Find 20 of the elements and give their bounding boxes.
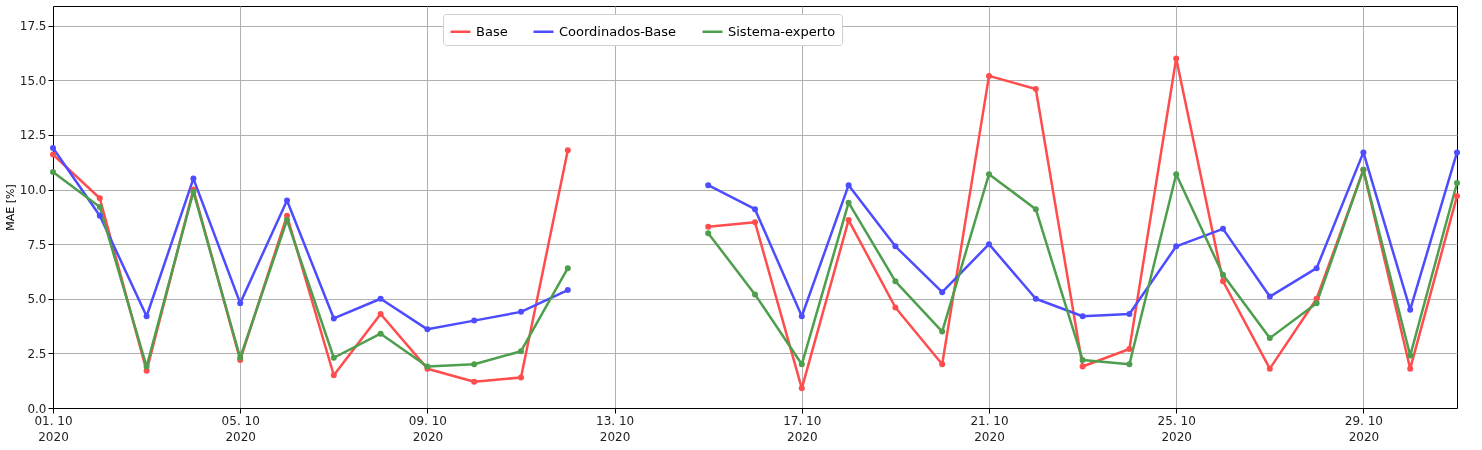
y-axis-title: MAE [%] [3, 184, 17, 231]
legend-label: Sistema-experto [728, 23, 836, 39]
y-tick-label: 10.0 [19, 183, 47, 198]
x-tick-label: 05. 10 2020 [221, 413, 260, 444]
x-tick-label: 09. 10 2020 [408, 413, 447, 444]
y-tick-label: 15.0 [19, 73, 47, 88]
x-tick-label: 17. 10 2020 [783, 413, 822, 444]
legend-label: Base [476, 23, 508, 39]
legend-label: Coordinados-Base [559, 23, 677, 39]
x-tick-label: 29. 10 2020 [1344, 413, 1383, 444]
y-tick-label: 2.5 [27, 346, 47, 361]
x-tick-label: 01. 10 2020 [34, 413, 73, 444]
y-tick-label: 17.5 [19, 19, 47, 34]
x-tick-label: 25. 10 2020 [1157, 413, 1196, 444]
y-tick-label: 5.0 [27, 292, 47, 307]
y-tick-label: 0.0 [27, 401, 47, 416]
x-tick-label: 21. 10 2020 [970, 413, 1009, 444]
x-tick-label: 13. 10 2020 [596, 413, 635, 444]
y-tick-label: 12.5 [19, 128, 47, 143]
y-tick-label: 7.5 [27, 237, 47, 252]
